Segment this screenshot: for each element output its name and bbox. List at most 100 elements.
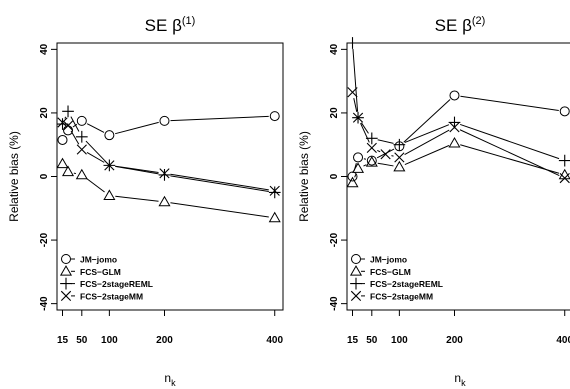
series-line-segment (404, 145, 450, 166)
x-axis-label-main: n (454, 371, 461, 385)
data-point-cross (380, 149, 391, 160)
series-circle (57, 111, 280, 145)
x-tick-label: 15 (57, 335, 69, 346)
y-tick-label: 20 (39, 107, 50, 119)
series-line-segment (72, 123, 78, 128)
x-tick-label: 400 (556, 335, 570, 346)
series-line-segment (170, 115, 269, 122)
chart-title-superscript: (2) (472, 15, 485, 27)
y-tick-label: 20 (329, 107, 340, 119)
series-line-segment (360, 122, 370, 143)
series-line-segment (86, 178, 105, 193)
series-line-segment (170, 202, 269, 218)
data-point-plus (346, 37, 359, 49)
data-point-triangle (56, 157, 69, 169)
y-axis-label: Relative bias (%) (7, 131, 21, 222)
data-point-circle (63, 125, 74, 136)
data-point-triangle (448, 136, 461, 148)
series-line-segment (70, 130, 80, 145)
x-axis-label: nk (454, 371, 466, 388)
chart-panel-se-beta-1: SE β(1) -40 -20 0 20 40 Relative bias (%) 15 50 1… (7, 15, 284, 388)
series-line-segment (404, 129, 450, 155)
y-axis-label: Relative bias (%) (297, 131, 311, 222)
series-line-segment (170, 173, 269, 191)
series-line-segment (376, 148, 395, 159)
x-tick-label: 100 (391, 335, 408, 346)
data-point-plus (448, 116, 461, 129)
data-point-triangle (103, 189, 116, 200)
data-point-cross (104, 160, 115, 171)
data-point-circle (159, 115, 170, 126)
series-line-segment (459, 129, 560, 177)
series-line-segment (115, 195, 159, 202)
chart-panel-se-beta-2: SE β(2) -40 -20 0 20 40 Relative bias (%) 15 50 1… (297, 15, 570, 388)
series-line-segment (459, 123, 560, 160)
series-circle (347, 90, 570, 182)
series-triangle (346, 136, 570, 188)
data-point-plus (393, 138, 406, 151)
series-line-segment (86, 123, 105, 133)
legend-marker-circle (61, 254, 71, 264)
data-point-circle (104, 130, 115, 141)
chart-title-main: SE β (435, 16, 472, 35)
legend-marker-plus (60, 277, 72, 290)
data-point-triangle (393, 160, 406, 172)
legend-marker-cross (350, 290, 362, 302)
legend-label: FCS−2stageREML (370, 279, 443, 289)
x-tick-label: 15 (347, 335, 359, 346)
data-point-plus (158, 169, 171, 181)
data-point-plus (558, 154, 570, 167)
data-point-circle (76, 115, 87, 126)
x-tick-label: 400 (266, 335, 283, 346)
x-axis-label-subscript: k (461, 378, 466, 388)
series-triangle (56, 157, 281, 223)
x-axis-label: nk (164, 371, 176, 388)
y-tick-label: -40 (329, 296, 340, 311)
y-tick-label: -40 (39, 296, 50, 311)
y-tick-label: -20 (39, 232, 50, 247)
legend-item: JM−jomo (351, 254, 407, 265)
y-tick-label: -20 (329, 232, 340, 247)
series-line-segment (86, 152, 105, 163)
data-point-cross (559, 172, 570, 184)
legend-label: FCS−GLM (80, 267, 121, 277)
series-line-segment (363, 164, 367, 167)
data-point-cross (57, 117, 68, 128)
data-point-cross (352, 112, 364, 123)
legend-label: FCS−2stageREML (80, 279, 153, 289)
legend-item: FCS−2stageREML (350, 277, 443, 290)
data-point-circle (347, 171, 358, 182)
x-axis-label-subscript: k (171, 378, 176, 388)
chart-title-superscript: (1) (182, 15, 195, 27)
x-tick-label: 50 (76, 335, 88, 346)
data-point-triangle (346, 176, 359, 188)
series-line-segment (377, 162, 394, 167)
legend-item: FCS−2stageREML (60, 277, 153, 290)
chart-title: SE β(1) (145, 15, 196, 35)
series-line-segment (403, 99, 451, 143)
chart-title: SE β(2) (435, 15, 486, 35)
data-point-triangle (365, 156, 378, 167)
series-line-segment (70, 116, 80, 132)
data-point-cross (347, 87, 358, 98)
data-point-cross (76, 144, 87, 155)
series-line-segment (353, 98, 358, 112)
series-cross (57, 117, 280, 196)
data-point-cross (449, 122, 460, 133)
x-axis-label-main: n (164, 371, 171, 385)
series-line-segment (404, 124, 450, 143)
legend-item: FCS−GLM (59, 265, 121, 277)
data-point-triangle (268, 211, 281, 223)
y-tick-label: 40 (39, 43, 50, 55)
y-tick-label: 0 (329, 173, 340, 179)
data-point-circle (57, 134, 68, 145)
legend-marker-triangle (349, 265, 363, 276)
series-line-segment (170, 175, 269, 192)
x-tick-label: 50 (366, 335, 378, 346)
legend-item: FCS−2stageMM (60, 290, 143, 301)
legend-marker-circle (351, 254, 361, 264)
chart-title-main: SE β (145, 16, 182, 35)
x-tick-label: 200 (156, 335, 173, 346)
data-point-triangle (158, 195, 171, 207)
data-point-triangle (61, 165, 75, 177)
